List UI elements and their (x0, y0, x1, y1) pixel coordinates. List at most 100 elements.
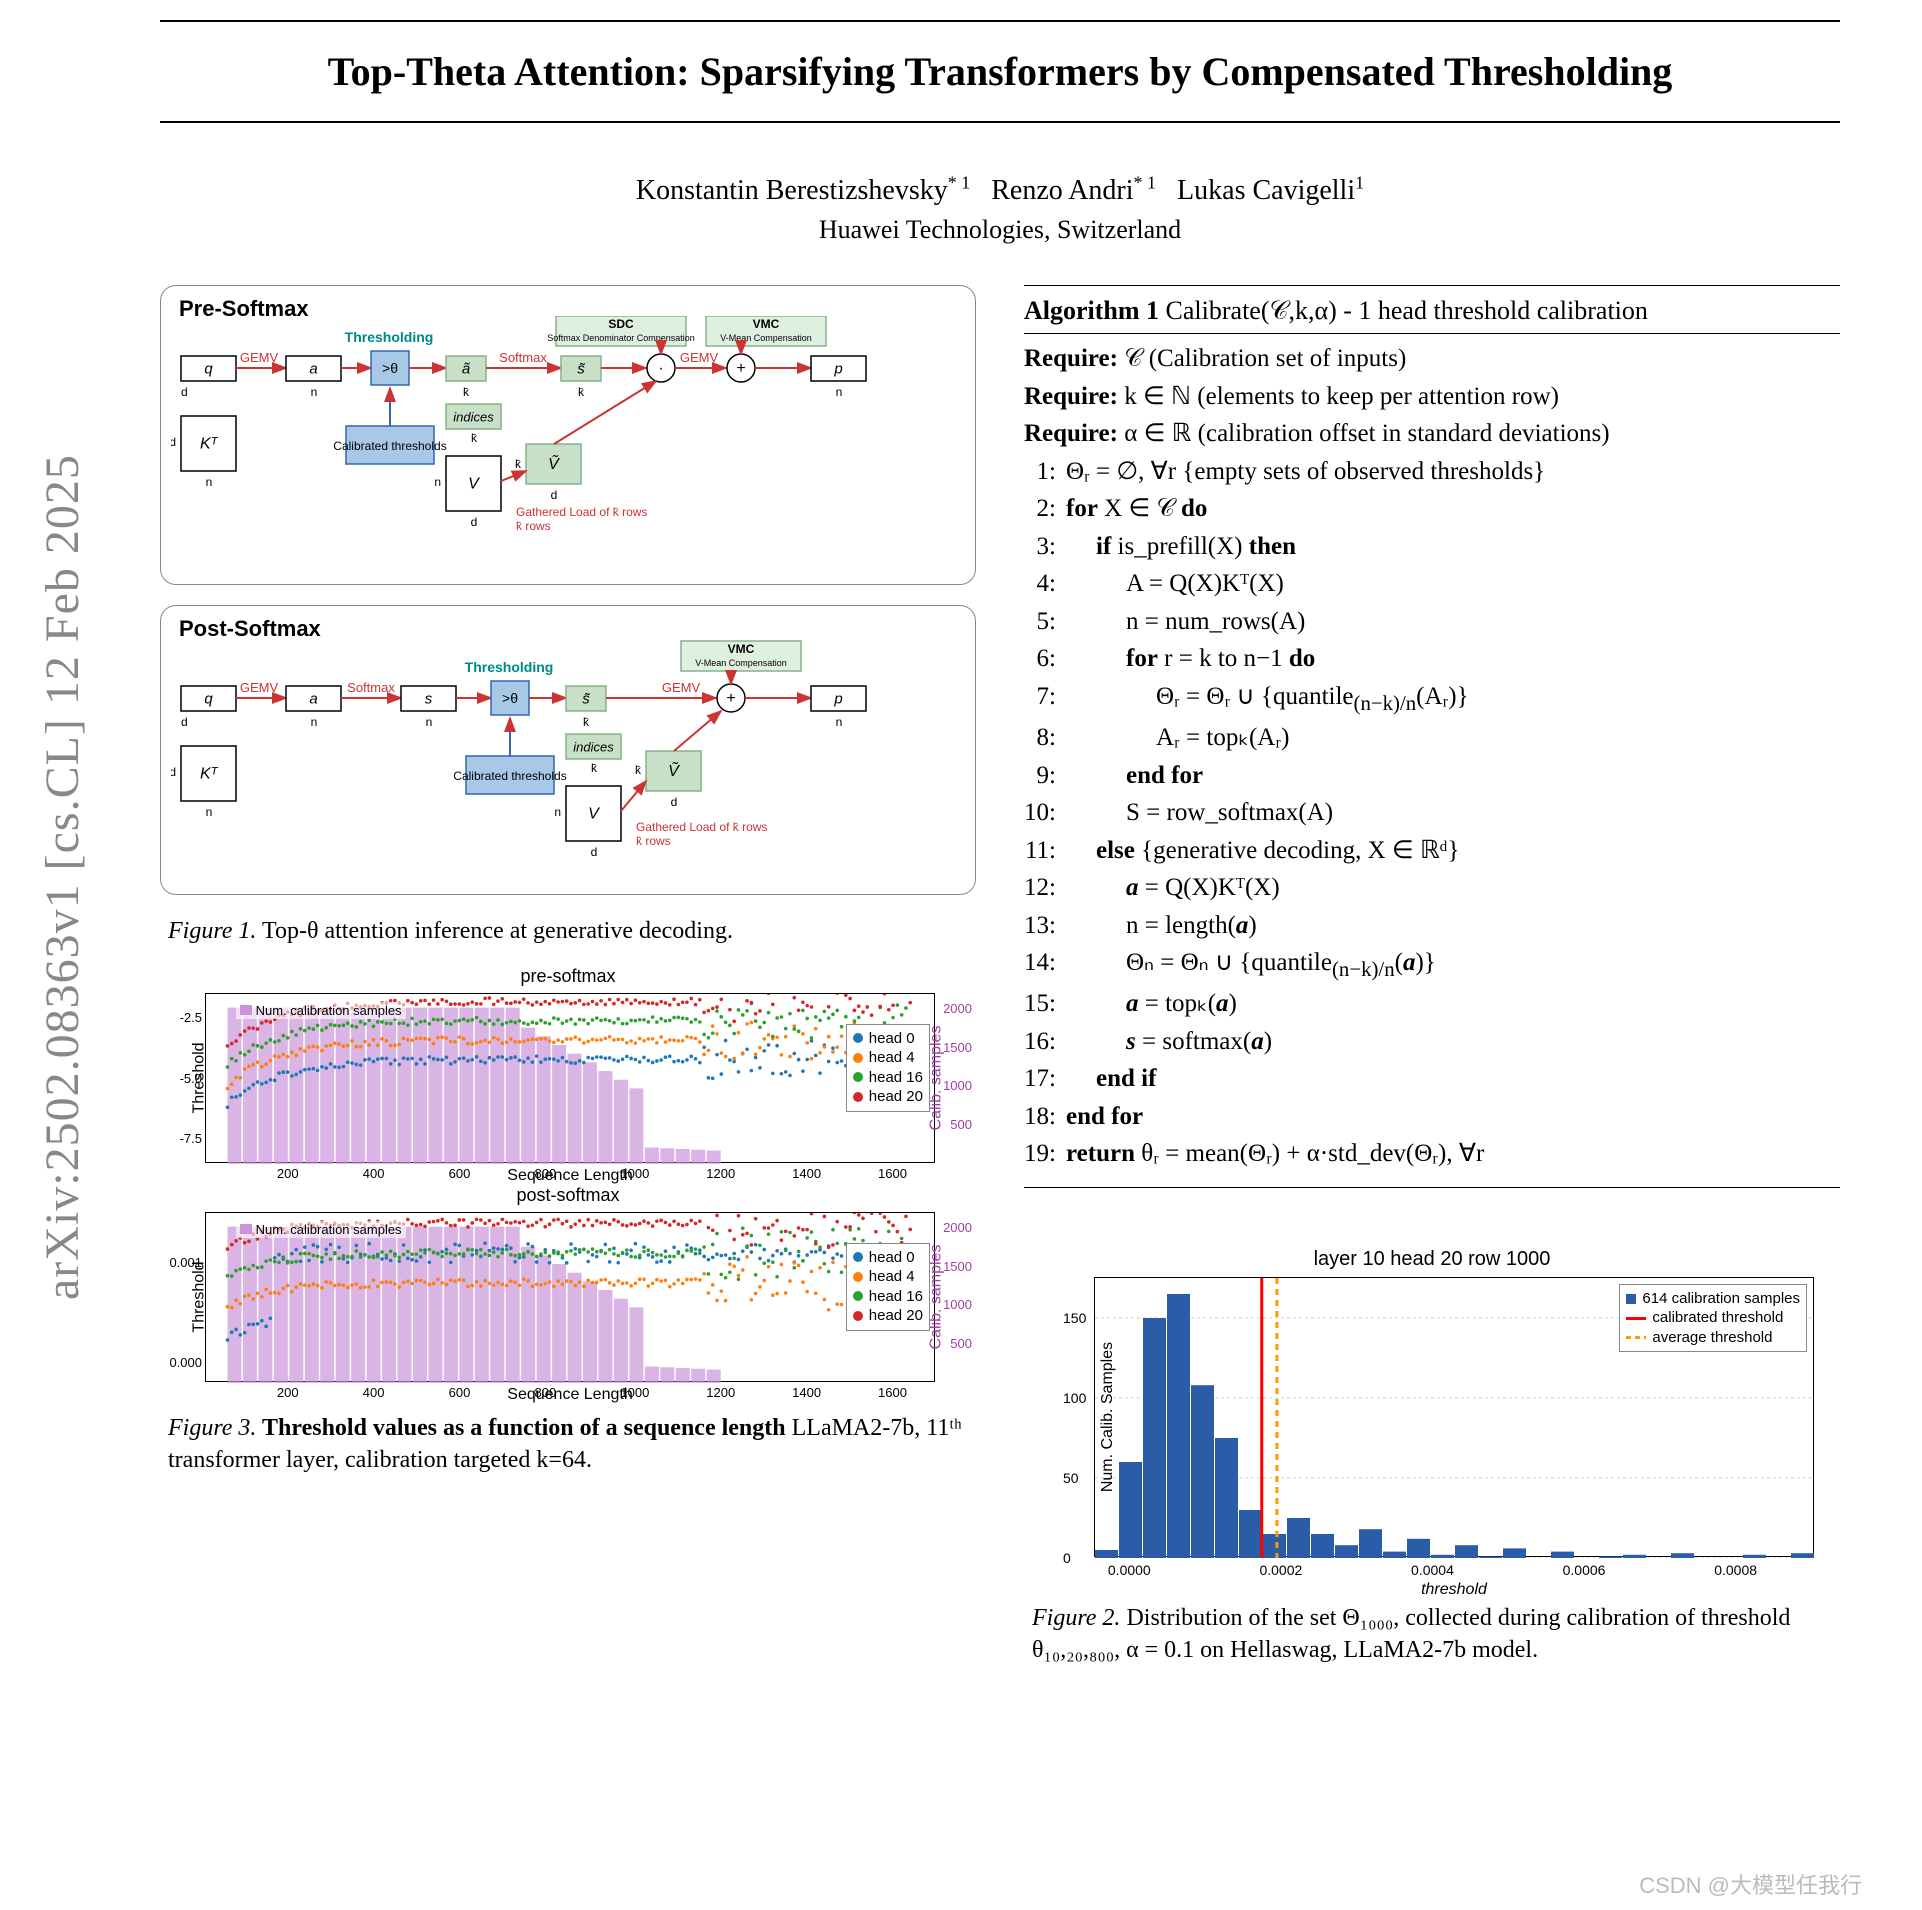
post-softmax-panel: Post-Softmax qdKᵀndGEMVanSoftmaxsn>θThre… (160, 605, 976, 895)
svg-text:n: n (836, 385, 843, 399)
svg-text:n: n (311, 715, 318, 729)
svg-text:s: s (425, 691, 433, 708)
csdn-watermark: CSDN @大模型任我行 (1639, 1868, 1862, 1900)
fig3-post-xlabel: Sequence Length (507, 1386, 632, 1404)
algo-body: Require: 𝒞 (Calibration set of inputs)Re… (1024, 334, 1840, 1182)
svg-text:V: V (468, 476, 480, 493)
pre-softmax-panel: Pre-Softmax qdKᵀndGEMVan>θThresholdingCa… (160, 285, 976, 585)
author-list: Konstantin Berestizshevsky* 1 Renzo Andr… (160, 173, 1840, 207)
figure-1: Pre-Softmax qdKᵀndGEMVan>θThresholdingCa… (160, 285, 976, 947)
fig2-chart: 0501001500.00000.00020.00040.00060.0008N… (1094, 1277, 1814, 1557)
svg-text:SDC: SDC (608, 317, 634, 331)
svg-text:n: n (554, 805, 561, 819)
svg-text:k̄: k̄ (583, 715, 590, 729)
svg-text:Thresholding: Thresholding (345, 329, 434, 345)
svg-text:Gathered Load of k̄ rows: Gathered Load of k̄ rows (516, 505, 647, 519)
left-column: Pre-Softmax qdKᵀndGEMVan>θThresholdingCa… (160, 285, 976, 1684)
svg-text:d: d (181, 385, 188, 399)
svg-text:k̄ rows: k̄ rows (636, 834, 671, 848)
paper-page: Top-Theta Attention: Sparsifying Transfo… (160, 20, 1840, 1840)
svg-text:q: q (204, 691, 213, 708)
svg-text:+: + (736, 360, 745, 377)
svg-text:s̃: s̃ (582, 691, 591, 708)
author-2: Renzo Andri* 1 (991, 175, 1156, 206)
svg-text:VMC: VMC (753, 317, 780, 331)
svg-text:k̄: k̄ (635, 763, 642, 777)
fig2-xlabel: threshold (1421, 1581, 1487, 1599)
fig3-post-chart: 0.0000.001ThresholdCalib. samples0.0000.… (205, 1212, 935, 1382)
svg-text:GEMV: GEMV (240, 350, 279, 365)
fig3-post-title: post-softmax (160, 1185, 976, 1206)
svg-text:Kᵀ: Kᵀ (200, 766, 219, 783)
svg-text:n: n (836, 715, 843, 729)
svg-text:k̄: k̄ (578, 385, 585, 399)
svg-text:Ṽ: Ṽ (548, 454, 560, 473)
svg-text:Softmax: Softmax (499, 350, 547, 365)
fig3-pre-chart: -7.5-5.0-2.5ThresholdCalib. samples-7.5-… (205, 993, 935, 1163)
svg-text:d: d (551, 488, 558, 502)
author-1: Konstantin Berestizshevsky* 1 (636, 175, 970, 206)
svg-text:Calibrated thresholds: Calibrated thresholds (333, 439, 446, 453)
svg-text:·: · (658, 360, 663, 377)
svg-text:Ṽ: Ṽ (668, 761, 680, 780)
figure-2-caption: Figure 2. Distribution of the set Θ₁₀₀₀,… (1032, 1602, 1832, 1667)
figure-1-caption: Figure 1. Top-θ attention inference at g… (168, 915, 968, 947)
svg-text:d: d (181, 715, 188, 729)
svg-text:Gathered Load of k̄ rows: Gathered Load of k̄ rows (636, 820, 767, 834)
top-rule (160, 20, 1840, 22)
svg-text:d: d (591, 845, 598, 859)
title-rule (160, 121, 1840, 123)
right-column: Algorithm 1 Calibrate(𝒞,k,α) - 1 head th… (1024, 285, 1840, 1684)
figure-3: pre-softmax -7.5-5.0-2.5ThresholdCalib. … (160, 966, 976, 1477)
svg-text:p: p (833, 361, 842, 378)
svg-text:n: n (206, 805, 213, 819)
svg-text:V-Mean Compensation: V-Mean Compensation (695, 658, 787, 668)
svg-text:d: d (671, 795, 678, 809)
svg-text:n: n (311, 385, 318, 399)
affiliation: Huawei Technologies, Switzerland (160, 215, 1840, 245)
svg-text:s̃: s̃ (577, 361, 586, 378)
svg-text:indices: indices (573, 740, 614, 755)
svg-text:Softmax: Softmax (347, 680, 395, 695)
svg-text:+: + (726, 690, 735, 707)
svg-text:GEMV: GEMV (680, 350, 719, 365)
svg-text:p: p (833, 691, 842, 708)
svg-text:n: n (426, 715, 433, 729)
svg-text:a: a (309, 691, 317, 708)
svg-text:q: q (204, 361, 213, 378)
svg-text:GEMV: GEMV (662, 680, 701, 695)
svg-text:Kᵀ: Kᵀ (200, 436, 219, 453)
fig3-pre-title: pre-softmax (160, 966, 976, 987)
svg-text:a: a (309, 361, 317, 378)
svg-text:ã: ã (462, 361, 471, 378)
svg-text:>θ: >θ (502, 690, 518, 706)
post-softmax-diagram: qdKᵀndGEMVanSoftmaxsn>θThresholdingCalib… (171, 636, 931, 886)
author-3: Lukas Cavigelli1 (1177, 175, 1364, 206)
svg-text:k̄: k̄ (515, 457, 522, 471)
svg-text:V: V (588, 806, 600, 823)
svg-text:indices: indices (453, 410, 494, 425)
svg-text:V-Mean Compensation: V-Mean Compensation (720, 333, 812, 343)
svg-text:d: d (171, 435, 176, 449)
pre-softmax-diagram: qdKᵀndGEMVan>θThresholdingCalibrated thr… (171, 316, 931, 576)
figure-2: layer 10 head 20 row 1000 0501001500.000… (1024, 1248, 1840, 1667)
fig3-pre-xlabel: Sequence Length (507, 1167, 632, 1185)
svg-text:k̄ rows: k̄ rows (516, 519, 551, 533)
svg-text:d: d (171, 765, 176, 779)
figure-3-caption: Figure 3. Threshold values as a function… (168, 1412, 968, 1477)
svg-text:k̄: k̄ (471, 431, 478, 445)
svg-text:GEMV: GEMV (240, 680, 279, 695)
svg-text:Thresholding: Thresholding (465, 659, 554, 675)
svg-text:k̄: k̄ (463, 385, 470, 399)
algorithm-1: Algorithm 1 Calibrate(𝒞,k,α) - 1 head th… (1024, 285, 1840, 1187)
svg-text:VMC: VMC (728, 642, 755, 656)
svg-text:d: d (471, 515, 478, 529)
svg-text:n: n (206, 475, 213, 489)
svg-text:k̄: k̄ (591, 761, 598, 775)
paper-title: Top-Theta Attention: Sparsifying Transfo… (160, 48, 1840, 95)
svg-text:n: n (434, 475, 441, 489)
fig2-title: layer 10 head 20 row 1000 (1024, 1248, 1840, 1271)
svg-text:>θ: >θ (382, 360, 398, 376)
svg-text:Softmax Denominator Compensati: Softmax Denominator Compensation (547, 333, 695, 343)
svg-text:Calibrated thresholds: Calibrated thresholds (453, 769, 566, 783)
